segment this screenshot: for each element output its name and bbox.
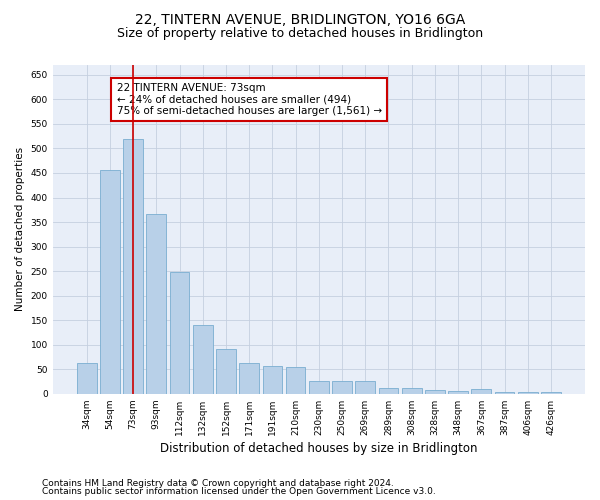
- X-axis label: Distribution of detached houses by size in Bridlington: Distribution of detached houses by size …: [160, 442, 478, 455]
- Bar: [518, 392, 538, 394]
- Bar: [193, 325, 212, 394]
- Text: 22, TINTERN AVENUE, BRIDLINGTON, YO16 6GA: 22, TINTERN AVENUE, BRIDLINGTON, YO16 6G…: [135, 12, 465, 26]
- Bar: [494, 392, 514, 394]
- Text: 22 TINTERN AVENUE: 73sqm
← 24% of detached houses are smaller (494)
75% of semi-: 22 TINTERN AVENUE: 73sqm ← 24% of detach…: [116, 83, 382, 116]
- Bar: [472, 390, 491, 394]
- Bar: [332, 381, 352, 394]
- Text: Size of property relative to detached houses in Bridlington: Size of property relative to detached ho…: [117, 28, 483, 40]
- Bar: [541, 392, 561, 394]
- Y-axis label: Number of detached properties: Number of detached properties: [15, 148, 25, 312]
- Bar: [146, 214, 166, 394]
- Text: Contains HM Land Registry data © Crown copyright and database right 2024.: Contains HM Land Registry data © Crown c…: [42, 478, 394, 488]
- Bar: [402, 388, 422, 394]
- Bar: [123, 138, 143, 394]
- Bar: [170, 272, 190, 394]
- Bar: [286, 368, 305, 394]
- Bar: [216, 349, 236, 394]
- Bar: [309, 381, 329, 394]
- Bar: [239, 364, 259, 394]
- Bar: [448, 392, 468, 394]
- Bar: [100, 170, 120, 394]
- Bar: [425, 390, 445, 394]
- Bar: [379, 388, 398, 394]
- Bar: [263, 366, 282, 394]
- Bar: [77, 364, 97, 394]
- Text: Contains public sector information licensed under the Open Government Licence v3: Contains public sector information licen…: [42, 487, 436, 496]
- Bar: [355, 381, 375, 394]
